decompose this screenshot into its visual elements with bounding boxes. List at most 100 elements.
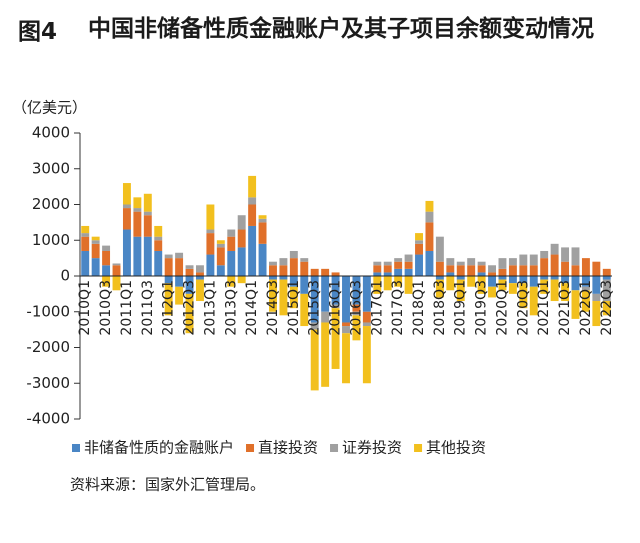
x-tick-label: 2019Q1	[453, 280, 469, 336]
bar-segment	[216, 240, 225, 244]
bar-segment	[248, 175, 257, 198]
bar-segment	[498, 276, 507, 280]
bar-segment	[550, 276, 559, 280]
bar-segment	[154, 236, 163, 241]
bar-segment	[488, 265, 497, 273]
bar-segment	[581, 286, 590, 291]
bar-segment	[237, 215, 246, 230]
bar-segment	[185, 276, 194, 294]
bar-segment	[81, 236, 90, 251]
bar-segment	[300, 258, 309, 262]
bar-segment	[310, 276, 319, 323]
bar-segment	[498, 268, 507, 276]
bar-segment	[456, 279, 465, 302]
bar-segment	[352, 276, 361, 305]
bar-segment	[102, 250, 111, 266]
bar-segment	[112, 276, 121, 291]
bar-segment	[342, 276, 350, 323]
bar-segment	[206, 204, 215, 230]
bar-segment	[352, 304, 361, 312]
bar-segment	[122, 229, 131, 276]
bar-segment	[519, 276, 528, 284]
x-tick-label: 2016Q1	[328, 280, 344, 336]
bar-segment	[477, 272, 486, 276]
bar-segment	[175, 258, 184, 276]
bar-segment	[362, 276, 371, 312]
x-tick-label: 2018Q1	[411, 280, 427, 336]
bar-segment	[550, 243, 559, 255]
x-tick-label: 2021Q1	[536, 280, 552, 336]
bar-segment	[373, 272, 382, 276]
bar-segment	[415, 233, 423, 241]
bar-segment	[248, 225, 257, 276]
bar-segment	[529, 276, 538, 287]
bar-segment	[102, 245, 111, 251]
y-tick-label: -2000	[26, 338, 70, 356]
bar-segment	[331, 304, 340, 309]
bar-segment	[373, 276, 382, 294]
bar-segment	[279, 258, 288, 266]
bar-segment	[227, 229, 236, 237]
x-tick-label: 2010Q1	[77, 280, 93, 336]
bar-segment	[488, 272, 497, 276]
bar-segment	[477, 265, 486, 273]
bar-segment	[508, 276, 517, 284]
bar-segment	[216, 247, 225, 266]
bar-segment	[216, 265, 225, 276]
x-tick-label: 2015Q3	[307, 280, 323, 336]
legend-swatch	[246, 444, 255, 452]
bar-segment	[122, 183, 131, 205]
bar-segment	[456, 276, 465, 280]
bar-segment	[415, 243, 423, 255]
bar-segment	[529, 286, 538, 316]
bar-segment	[269, 279, 277, 312]
bar-segment	[195, 272, 204, 276]
legend-label: 证券投资	[342, 439, 402, 457]
bar-segment	[300, 276, 309, 294]
bar-segment	[446, 265, 455, 273]
bar-segment	[279, 276, 288, 280]
bar-segment	[300, 293, 309, 327]
bar-segment	[571, 276, 580, 291]
bar-segment	[279, 279, 288, 316]
bar-segment	[571, 265, 580, 276]
bar-segment	[237, 276, 246, 284]
x-tick-label: 2010Q3	[98, 280, 114, 336]
bar-segment	[331, 276, 340, 305]
y-tick-label: 0	[60, 267, 70, 285]
bar-segment	[331, 272, 340, 276]
bar-segment	[540, 276, 549, 280]
bar-segment	[467, 265, 476, 276]
bar-segment	[81, 233, 90, 237]
bar-segment	[279, 265, 288, 276]
bar-segment	[112, 263, 121, 266]
x-tick-label: 2013Q1	[202, 280, 218, 336]
bar-segment	[550, 279, 559, 302]
bar-segment	[175, 286, 184, 305]
bar-segment	[425, 200, 434, 212]
bar-segment	[300, 261, 309, 276]
x-tick-label: 2021Q3	[557, 280, 573, 336]
bar-segment	[540, 250, 549, 259]
bar-segment	[373, 265, 382, 273]
bar-segment	[248, 197, 257, 205]
bar-segment	[519, 283, 528, 309]
bar-segment	[561, 276, 570, 284]
bar-segment	[91, 243, 100, 259]
bar-segment	[122, 208, 131, 230]
bar-segment	[488, 276, 497, 287]
bar-segment	[122, 204, 131, 209]
bar-segment	[289, 276, 298, 287]
bar-segment	[269, 265, 277, 276]
x-tick-label: 2012Q1	[161, 280, 177, 336]
bar-segment	[602, 276, 611, 280]
bar-segment	[331, 308, 340, 369]
bar-segment	[175, 252, 184, 259]
source: 资料来源：国家外汇管理局。	[70, 476, 265, 494]
x-tick-label: 2013Q3	[223, 280, 239, 336]
bar-segment	[206, 229, 215, 234]
bar-segment	[488, 286, 497, 298]
bar-segment	[342, 322, 350, 327]
bar-segment	[425, 211, 434, 223]
bar-segment	[394, 261, 403, 269]
